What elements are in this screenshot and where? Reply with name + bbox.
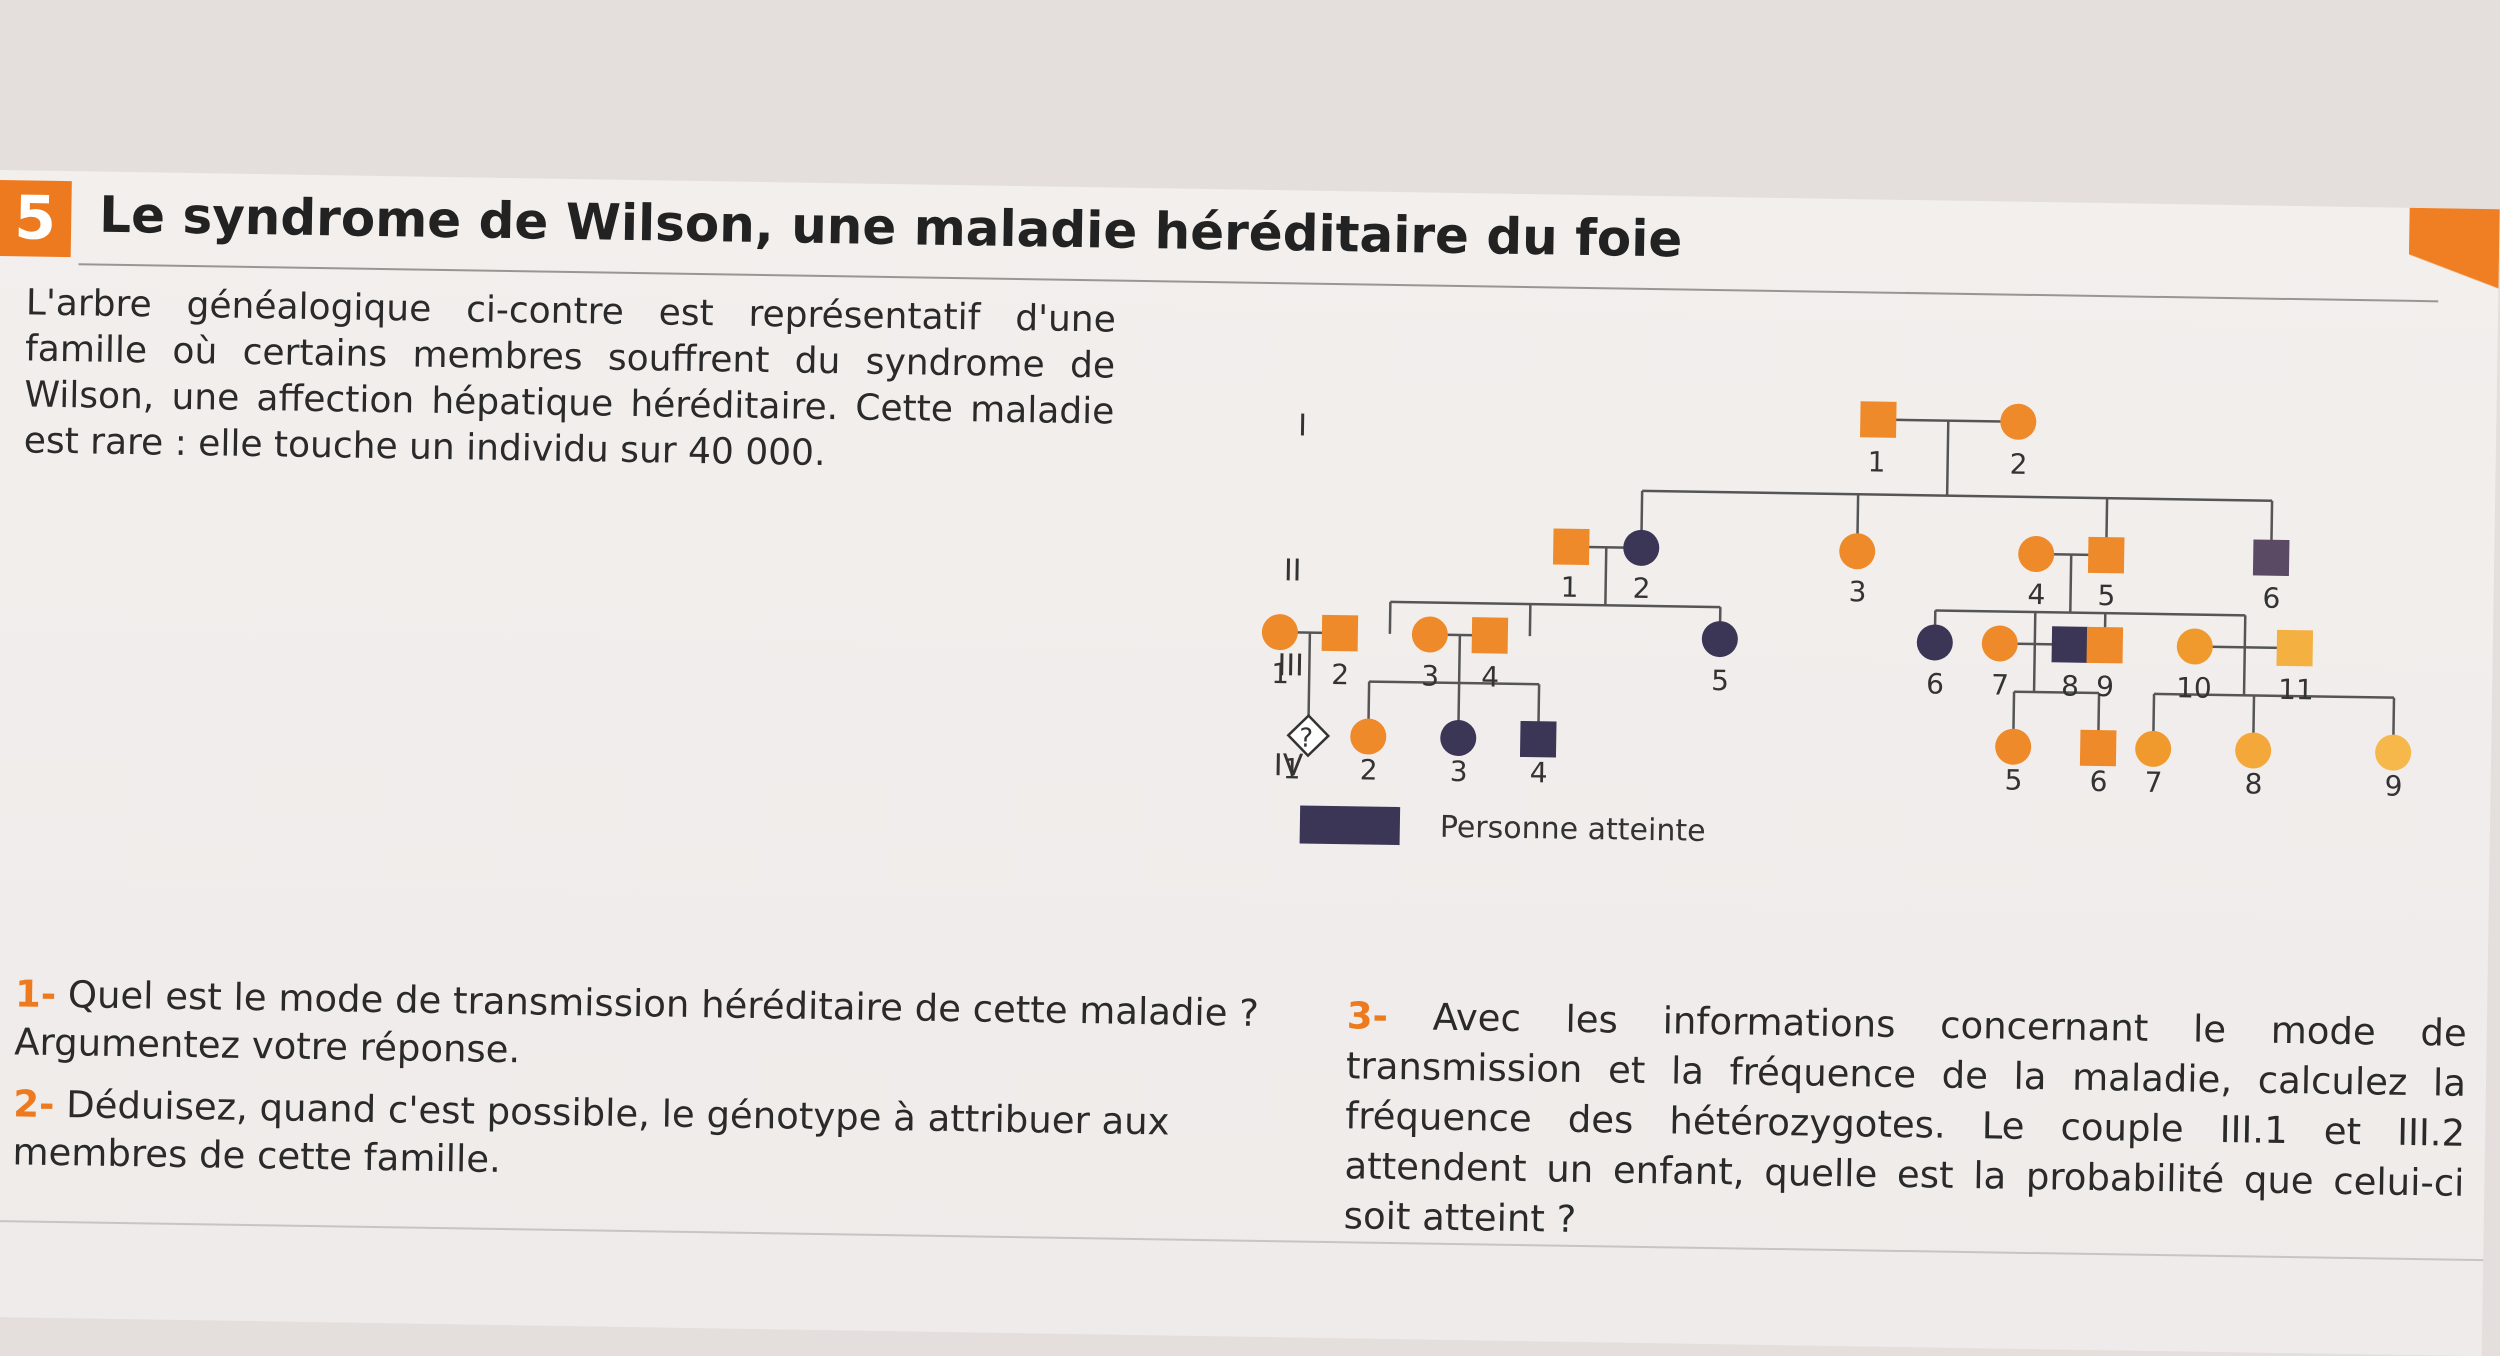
question-3: 3- Avec les informations concernant le m… — [1343, 991, 2467, 1259]
questions-left-column: 1- Quel est le mode de transmission héré… — [12, 970, 1295, 1210]
label-I-1: 1 — [1867, 445, 1885, 478]
individual-II-3 — [1839, 533, 1876, 570]
label-III-9: 9 — [2096, 670, 2114, 703]
intro-paragraph: L'arbre généalogique ci-contre est repré… — [23, 282, 1117, 474]
label-III-2: 2 — [1331, 658, 1349, 691]
questions-right-column: 3- Avec les informations concernant le m… — [1343, 991, 2467, 1273]
individual-III-1 — [1261, 614, 1298, 651]
individual-III-7 — [1981, 625, 2018, 662]
generation-label-iii: III — [1277, 648, 1304, 683]
generation-label-ii: II — [1284, 553, 1302, 588]
individual-IV-6 — [2079, 729, 2117, 767]
generation-label-i: I — [1298, 408, 1307, 443]
label-III-1: 1 — [1271, 657, 1289, 690]
individual-II-2 — [1623, 529, 1660, 566]
individual-IV-9 — [2375, 734, 2412, 771]
individual-IV-4 — [1519, 720, 1557, 758]
label-IV-1: 1 — [1282, 752, 1300, 785]
label-II-2: 2 — [1632, 572, 1650, 605]
label-IV-5: 5 — [2004, 764, 2022, 797]
exercise-title: Le syndrome de Wilson, une maladie héréd… — [98, 185, 1683, 269]
label-III-3: 3 — [1421, 659, 1439, 692]
label-IV-2: 2 — [1359, 753, 1377, 786]
question-1-number: 1- — [14, 972, 57, 1016]
label-II-3: 3 — [1848, 575, 1866, 608]
label-III-8: 8 — [2061, 669, 2079, 702]
individual-III-3 — [1411, 616, 1448, 653]
unknown-symbol: ? — [1299, 723, 1313, 753]
individual-III-6 — [1916, 624, 1953, 661]
individual-IV-8 — [2235, 732, 2272, 769]
individual-II-1 — [1552, 528, 1590, 566]
label-II-4: 4 — [2027, 578, 2045, 611]
question-3-text: Avec les informations concernant le mode… — [1343, 994, 2468, 1241]
pedigree-chart: II III IV I 1 2 1 2 3 4 5 6 — [1261, 401, 2412, 849]
individual-I-2 — [2000, 403, 2037, 440]
label-II-5: 5 — [2097, 579, 2115, 612]
question-3-number: 3- — [1346, 994, 1389, 1038]
individual-III-5 — [1701, 621, 1738, 658]
label-II-6: 6 — [2262, 582, 2280, 615]
question-2-text: Déduisez, quand c'est possible, le génot… — [12, 1082, 1170, 1181]
label-III-4: 4 — [1481, 660, 1499, 693]
individual-II-4 — [2018, 536, 2055, 573]
individual-III-4 — [1471, 617, 1509, 654]
label-IV-6: 6 — [2089, 765, 2107, 798]
question-2-number: 2- — [12, 1082, 55, 1126]
individual-I-1 — [1860, 401, 1897, 438]
question-2: 2- Déduisez, quand c'est possible, le gé… — [12, 1080, 1293, 1196]
individual-IV-3 — [1440, 719, 1477, 756]
pedigree-lines — [1279, 418, 2396, 738]
label-III-11: 11 — [2278, 673, 2314, 707]
textbook-page: 5 Le syndrome de Wilson, une maladie hér… — [0, 170, 2500, 1356]
individual-III-8 — [2051, 626, 2089, 663]
label-III-5: 5 — [1711, 664, 1729, 697]
label-II-1: 1 — [1560, 571, 1578, 604]
label-I-2: 2 — [2009, 448, 2027, 481]
individual-III-11 — [2276, 629, 2314, 667]
individual-III-10 — [2176, 628, 2213, 665]
legend-affected-swatch — [1299, 805, 1401, 846]
individual-IV-7 — [2135, 730, 2172, 767]
label-IV-3: 3 — [1449, 755, 1467, 788]
label-III-10: 10 — [2176, 671, 2212, 705]
label-III-7: 7 — [1991, 668, 2009, 701]
individual-II-5 — [2087, 536, 2125, 574]
question-1-text: Quel est le mode de transmission hérédit… — [13, 972, 1260, 1072]
label-III-6: 6 — [1926, 667, 1944, 700]
individual-IV-5 — [1995, 728, 2032, 765]
generation-label-iv: IV — [1274, 748, 1304, 783]
label-IV-9: 9 — [2384, 770, 2402, 803]
label-IV-7: 7 — [2144, 766, 2162, 799]
exercise-number-badge: 5 — [0, 179, 72, 258]
label-IV-8: 8 — [2244, 767, 2262, 800]
legend-label: Personne atteinte — [1440, 810, 1706, 849]
label-IV-4: 4 — [1529, 756, 1547, 789]
question-1: 1- Quel est le mode de transmission héré… — [14, 970, 1295, 1086]
individual-III-2 — [1321, 614, 1359, 652]
individual-III-9 — [2086, 626, 2124, 664]
individual-IV-1-unknown — [1286, 713, 1331, 758]
individual-IV-2 — [1350, 718, 1387, 755]
page-corner-tab — [2407, 207, 2500, 320]
individual-II-6 — [2252, 539, 2290, 577]
